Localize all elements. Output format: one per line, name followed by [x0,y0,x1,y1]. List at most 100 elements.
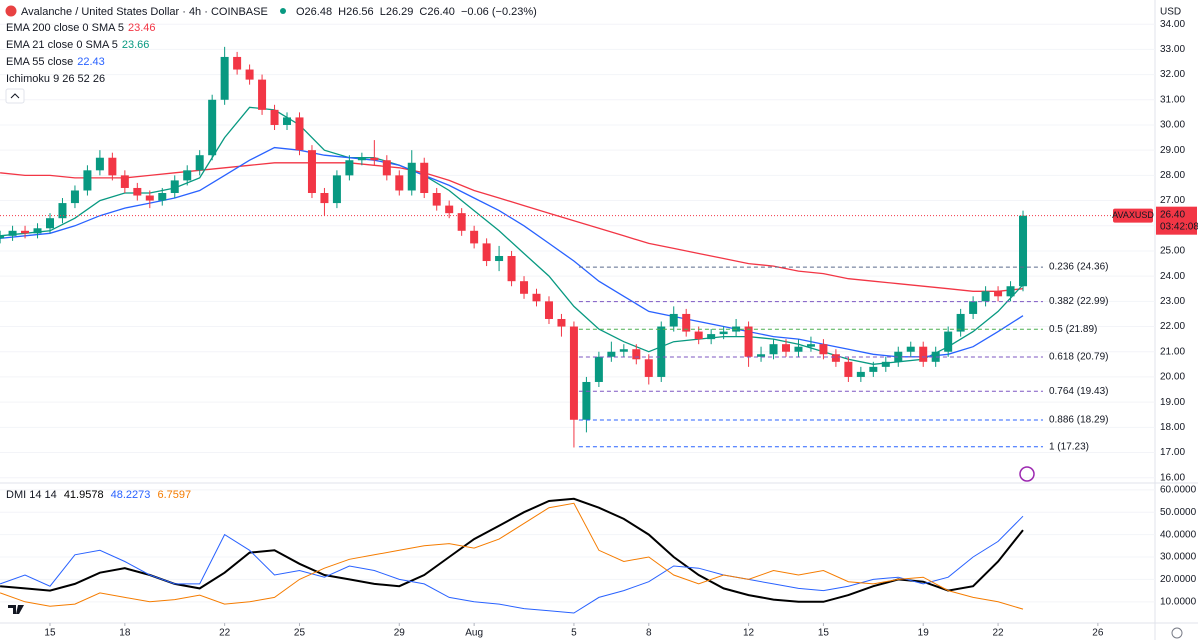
fib-label: 1 (17.23) [1049,441,1089,452]
x-tick-label: 22 [219,628,231,639]
x-tick-label: 5 [571,628,577,639]
y-tick-label: 20.00 [1160,372,1185,383]
y-tick-label: 25.00 [1160,246,1185,257]
candle-body [707,334,716,340]
candle-body [831,354,840,362]
x-tick-label: 15 [44,628,56,639]
candle-body [769,344,778,355]
candle-body [507,255,516,282]
candle-body [370,157,379,161]
x-tick-label: 18 [119,628,131,639]
countdown: 03:42:08 [1160,221,1198,232]
candle-body [931,351,940,362]
candle-body [457,213,466,231]
ohlc-low: L26.29 [380,6,414,18]
series-legend: EMA 55 close 22.43 [6,56,105,68]
candle-body [569,326,578,420]
y-tick-label: 30.00 [1160,120,1185,131]
candle-body [744,326,753,357]
candle-body [869,366,878,372]
x-tick-label: 25 [294,628,306,639]
candle-body [432,193,441,206]
candle-body [844,361,853,377]
y-tick-label: 23.00 [1160,296,1185,307]
candle-body [682,313,691,332]
axis: 16.00 17.00 18.00 19.00 20.00 21.00 22.00 23.00… [6,19,1198,639]
dmi-title: DMI 14 14 [6,489,57,501]
candle-body [320,193,329,204]
x-tick-label: 19 [918,628,930,639]
series-line [0,502,1024,610]
candle-body [407,162,416,191]
candle-body [794,346,803,352]
price-tag [1156,206,1197,235]
collapse-button[interactable] [5,88,25,104]
x-tick-label: 26 [1092,628,1104,639]
candle-body [557,318,566,327]
ohlc-high: H26.56 [338,6,373,18]
candle-body [1019,215,1028,287]
candle-body [145,195,154,201]
fib-label: 0.5 (21.89) [1049,324,1097,335]
dmi-legend: DMI 14 14 41.9578 48.2273 6.7597 [6,489,191,501]
y-tick-label: 27.00 [1160,195,1185,206]
x-tick-label: 12 [743,628,755,639]
ohlc: O26.48 H26.56 L26.29 C26.40 −0.06 (−0.23… [296,6,537,18]
y-tick-label: 33.00 [1160,44,1185,55]
candle-body [619,349,628,352]
y-tick-label: 30.0000 [1160,552,1197,563]
y-tick-label: 32.00 [1160,69,1185,80]
legend: Avalanche / United States Dollar · 4h · … [5,5,1183,639]
y-tick-label: 20.0000 [1160,574,1197,585]
candle-body [133,187,142,196]
series-line [0,515,1024,614]
candle-body [95,157,104,171]
candle-body [8,230,17,236]
price-label: 26.40 [1160,209,1185,220]
series-last: 22.43 [77,56,105,68]
ohlc-change: −0.06 (−0.23%) [461,6,537,18]
y-tick-label: 40.0000 [1160,529,1197,540]
candle-body [644,359,653,377]
candle-body [881,361,890,367]
candle-body [757,354,766,357]
candle-body [482,243,491,262]
dmi-plus: 48.2273 [111,489,151,501]
candle-body [594,356,603,382]
candle-body [520,281,529,294]
series-line [0,146,1024,358]
candle-body [969,301,978,314]
indicator-ichimoku[interactable]: Ichimoku 9 26 52 26 [6,73,105,85]
candle-body [657,326,666,377]
tv-logo[interactable] [8,605,24,614]
candle-body [357,157,366,161]
fib-label: 0.618 (20.79) [1049,352,1109,363]
x-tick-label: 8 [646,628,652,639]
candle-body [994,291,1003,297]
candle-body [258,79,267,110]
y-tick-label: 60.0000 [1160,484,1197,495]
settings-icon[interactable] [1171,627,1183,639]
candle-body [21,230,30,234]
candle-body [195,155,204,171]
candle-body [233,56,242,70]
marks: 0.236 (24.36) 0.382 (22.99) 0.5 (21.89) 0.6… [0,46,1155,614]
candle-body [445,205,454,214]
symbol-label: AVAXUSD [1112,210,1154,220]
candle-body [0,235,5,239]
market-status [280,8,286,14]
candle-body [33,228,42,234]
candle-body [120,175,129,188]
candle-body [944,331,953,352]
y-tick-label: 21.00 [1160,346,1185,357]
grid [0,23,1155,603]
candle-body [208,99,217,156]
candle-body [83,170,92,191]
events-icon[interactable] [1019,466,1035,482]
fib-label: 0.764 (19.43) [1049,386,1109,397]
series-line [0,162,1024,292]
candle-body [956,313,965,332]
candle-body [806,344,815,347]
y-tick-label: 34.00 [1160,19,1185,30]
candle-body [819,344,828,355]
